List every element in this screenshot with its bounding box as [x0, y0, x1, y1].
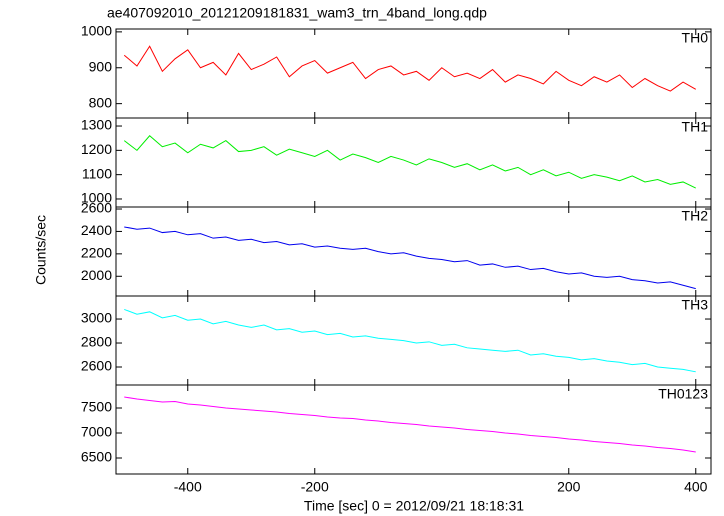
y-tick-label: 2800: [81, 334, 112, 350]
data-line: [123, 45, 697, 92]
y-tick-label: 1000: [81, 190, 112, 206]
panel-label: TH2: [682, 208, 709, 224]
data-line: [123, 135, 696, 189]
y-tick-label: 1000: [81, 23, 112, 39]
panel-frame: [115, 206, 712, 297]
panel-frame: [115, 295, 712, 386]
x-axis-label: Time [sec] 0 = 2012/09/21 18:18:31: [304, 498, 524, 514]
panel-frame: [115, 117, 712, 208]
y-tick-label: 1100: [82, 165, 112, 181]
y-tick-label: 7000: [81, 424, 112, 440]
y-tick-label: 2600: [81, 200, 112, 216]
panel-label: TH0123: [658, 386, 708, 402]
y-tick-label: 6500: [81, 449, 112, 465]
panel-label: TH3: [682, 297, 709, 313]
y-tick-label: 7500: [81, 399, 112, 415]
panel-frame: [115, 28, 712, 119]
x-tick-label: -200: [301, 479, 329, 495]
y-tick-label: 1200: [81, 141, 112, 157]
data-line: [124, 396, 696, 453]
panel-label: TH0: [682, 30, 709, 46]
y-tick-label: 800: [89, 94, 113, 110]
y-tick-label: 2200: [81, 245, 112, 261]
y-tick-label: 3000: [81, 310, 112, 326]
y-tick-label: 2000: [81, 267, 112, 283]
y-tick-label: 1300: [81, 117, 112, 133]
chart-title: ae407092010_20121209181831_wam3_trn_4ban…: [107, 5, 487, 21]
panel-frame: [115, 384, 712, 475]
y-tick-label: 2400: [81, 222, 112, 238]
panel-label: TH1: [682, 119, 709, 135]
y-tick-label: 900: [89, 58, 113, 74]
x-tick-label: 400: [684, 479, 708, 495]
x-tick-label: -400: [174, 479, 202, 495]
x-tick-label: 200: [557, 479, 581, 495]
y-axis-label: Counts/sec: [33, 215, 49, 285]
data-line: [124, 226, 696, 290]
y-tick-label: 2600: [81, 358, 112, 374]
data-line: [124, 308, 696, 373]
